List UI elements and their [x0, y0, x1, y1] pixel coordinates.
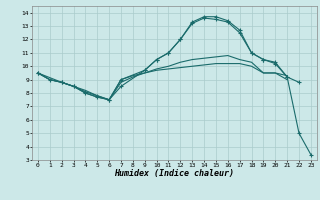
X-axis label: Humidex (Indice chaleur): Humidex (Indice chaleur) [115, 169, 234, 178]
